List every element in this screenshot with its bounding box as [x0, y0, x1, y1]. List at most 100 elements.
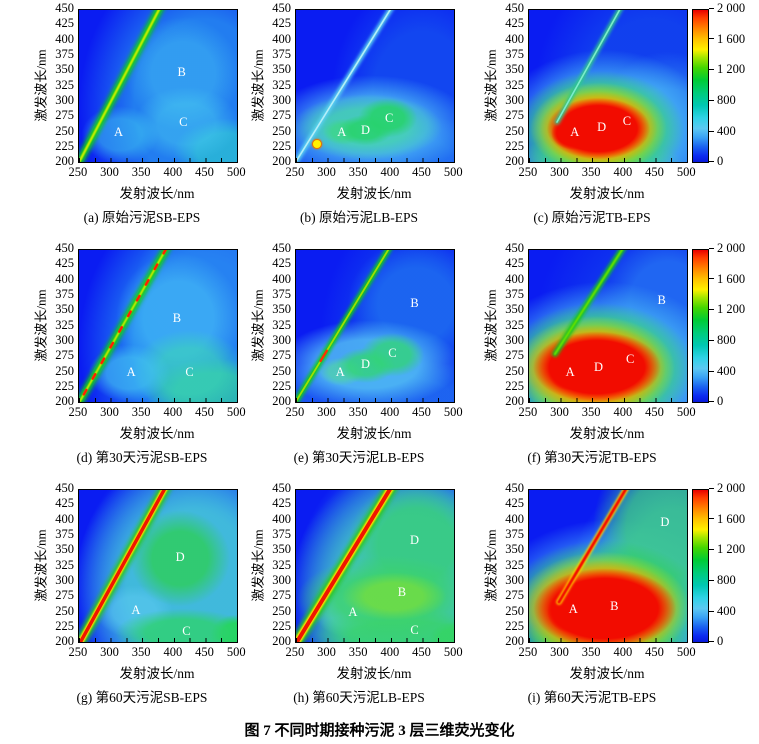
colorbar-tick: 800: [709, 334, 755, 347]
x-tick-label: 500: [676, 645, 696, 659]
y-tick-labels: 450 425 400 375 350 325 300 275 250 225 200: [38, 2, 74, 168]
panel-g: 激发波长/nm 450 425 400 375 350 325 300 275 250 225 200…: [0, 480, 253, 720]
x-tick-label: 500: [676, 405, 696, 419]
y-tick-label: 200: [505, 634, 524, 649]
x-tick-label: 350: [348, 645, 368, 659]
x-tick-label: 450: [412, 405, 431, 419]
y-tick-label: 200: [272, 154, 291, 169]
colorbar-tick-label: 1 600: [717, 271, 746, 286]
y-tick-label: 350: [55, 62, 74, 77]
peak-label-A: A: [337, 124, 347, 139]
peak-label-B: B: [397, 584, 407, 599]
y-tick-label: 225: [272, 619, 291, 634]
y-tick-label: 300: [272, 573, 291, 588]
y-tick-label: 400: [272, 31, 291, 46]
y-tick-labels: 450 425 400 375 350 325 300 275 250 225 200: [488, 242, 524, 408]
peak-label-A: A: [131, 602, 141, 617]
y-tick-label: 450: [272, 1, 291, 15]
y-tick-labels: 450 425 400 375 350 325 300 275 250 225 200: [38, 242, 74, 408]
peak-label-C: C: [182, 624, 191, 639]
y-tick-label: 275: [505, 348, 524, 363]
panel-d: 激发波长/nm 450 425 400 375 350 325 300 275 250 225 200…: [0, 240, 253, 480]
colorbar-tick-mark: [709, 309, 714, 311]
y-tick-label: 425: [505, 16, 524, 31]
y-tick-label: 450: [55, 241, 74, 255]
rayleigh-scatter-line: [296, 250, 392, 402]
x-tick-label: 350: [581, 405, 601, 419]
colorbar-tick-label: 1 600: [717, 31, 746, 46]
panel-caption-h: (h) 第60天污泥LB-EPS: [293, 690, 425, 705]
y-tick-labels: 450 425 400 375 350 325 300 275 250 225 200: [488, 482, 524, 648]
colorbar-tick-mark: [709, 610, 714, 612]
x-tick-label: 400: [380, 405, 400, 419]
x-axis-label: 发射波长/nm: [119, 186, 195, 201]
y-tick-label: 400: [272, 511, 291, 526]
x-tick-label: 300: [317, 645, 336, 659]
y-tick-label: 300: [272, 333, 291, 348]
x-tick-label: 350: [131, 165, 151, 179]
colorbar-tick-mark: [709, 339, 714, 341]
heatmap-e: A D C B: [295, 249, 455, 403]
y-tick-label: 400: [55, 271, 74, 286]
x-tick-labels: 250 300 350 400 450 500: [512, 406, 702, 419]
y-tick-label: 450: [55, 1, 74, 15]
y-tick-label: 225: [55, 379, 74, 394]
y-tick-label: 325: [55, 557, 74, 572]
x-tick-label: 350: [131, 645, 151, 659]
colorbar-tick-mark: [709, 579, 714, 581]
colorbar-tick: 400: [709, 365, 755, 378]
y-tick-label: 250: [505, 363, 524, 378]
colorbar-tick-mark: [709, 38, 714, 40]
x-axis-minor-ticks: [529, 398, 687, 402]
colorbar-tick: 1 600: [709, 513, 755, 526]
x-tick-label: 400: [613, 645, 633, 659]
peak-label-D: D: [175, 549, 185, 564]
x-axis-label: 发射波长/nm: [569, 666, 645, 681]
colorbar-tick: 1 200: [709, 63, 755, 76]
colorbar-tick-mark: [709, 401, 714, 403]
x-tick-label: 300: [550, 405, 569, 419]
y-tick-label: 200: [55, 634, 74, 649]
colorbar-tick: 800: [709, 94, 755, 107]
y-tick-label: 400: [55, 31, 74, 46]
x-tick-label: 350: [348, 405, 368, 419]
x-axis-minor-ticks: [529, 158, 687, 162]
colorbar-tick-mark: [709, 99, 714, 101]
colorbar-tick-label: 400: [717, 123, 736, 138]
panel-e: 激发波长/nm 450 425 400 375 350 325 300 275 250 225 200…: [251, 240, 506, 480]
x-tick-label: 400: [380, 165, 400, 179]
y-tick-label: 200: [272, 394, 291, 409]
colorbar-tick-mark: [709, 7, 714, 9]
colorbar-tick: 0: [709, 155, 755, 168]
colorbar-tick-labels: 2 000 1 600 1 200 800 400 0: [709, 242, 755, 408]
rayleigh-scatter-line: [556, 490, 629, 605]
x-tick-label: 350: [581, 645, 601, 659]
y-tick-label: 375: [272, 287, 291, 302]
y-tick-label: 350: [505, 62, 524, 77]
x-axis-minor-ticks: [296, 158, 454, 162]
x-tick-label: 450: [195, 165, 214, 179]
peak-label-C: C: [388, 346, 397, 361]
x-axis-label: 发射波长/nm: [119, 666, 195, 681]
y-tick-label: 300: [55, 573, 74, 588]
x-tick-labels: 250 300 350 400 450 500: [512, 646, 702, 659]
panel-i: 激发波长/nm 450 425 400 375 350 325 300 275 250 225 200…: [484, 480, 759, 720]
y-tick-label: 425: [272, 16, 291, 31]
y-tick-label: 350: [55, 542, 74, 557]
heatmap-a: A B C: [78, 9, 238, 163]
x-axis-label: 发射波长/nm: [119, 426, 195, 441]
peak-label-C: C: [625, 352, 635, 367]
x-tick-label: 250: [285, 645, 305, 659]
colorbar-tick: 1 600: [709, 33, 755, 46]
colorbar-tick-label: 400: [717, 603, 736, 618]
panel-c: 激发波长/nm 450 425 400 375 350 325 300 275 250 225 200…: [484, 0, 759, 240]
y-tick-label: 275: [272, 108, 291, 123]
y-tick-label: 250: [272, 363, 291, 378]
peak-label-D: D: [660, 514, 670, 529]
colorbar-tick-labels: 2 000 1 600 1 200 800 400 0: [709, 2, 755, 168]
colorbar-tick: 2 000: [709, 2, 755, 15]
peak-label-A: A: [126, 364, 136, 379]
x-tick-labels: 250 300 350 400 450 500: [279, 646, 469, 659]
